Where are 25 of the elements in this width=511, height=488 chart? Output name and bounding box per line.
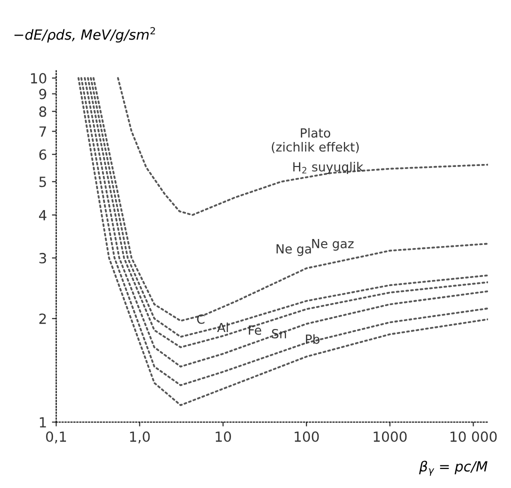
x-tick-label: 100 xyxy=(294,431,319,442)
annotation: Ne gaz xyxy=(312,239,354,251)
y-tick-label: 1 xyxy=(40,417,46,428)
x-tick-label: 0,1 xyxy=(46,431,66,444)
y-tick-label: 2 xyxy=(39,314,46,324)
y-tick-label: 6 xyxy=(39,149,46,160)
y-tick-label: 7 xyxy=(39,126,46,137)
annotation: Ne ga xyxy=(276,244,311,256)
y-tick-label: 9 xyxy=(39,88,46,100)
x-tick-label: 1000 xyxy=(374,431,407,442)
y-tick-label: 3 xyxy=(39,252,46,264)
annotation: H$_{2}$ suyuqlik xyxy=(293,162,364,174)
annotation: Fe xyxy=(248,326,262,335)
annotation: Plato (zichlik effekt) xyxy=(272,128,359,154)
x-tick-label: 10 000 xyxy=(450,431,497,442)
annotation: C xyxy=(197,314,204,324)
y-tick-label: 10 xyxy=(31,73,46,84)
x-axis-title: β$_{γ}$ = pc/M xyxy=(419,460,488,476)
y-tick-label: 8 xyxy=(39,106,46,117)
x-tick-label: 10 xyxy=(216,431,231,442)
y-tick-label: 4 xyxy=(39,210,46,220)
y-axis-title: −dE/ρds, MeV/g/sm$^{2}$ xyxy=(14,27,155,43)
y-tick-label: 5 xyxy=(39,176,46,188)
annotation: Pb xyxy=(306,334,320,344)
x-tick-label: 1,0 xyxy=(130,431,150,444)
